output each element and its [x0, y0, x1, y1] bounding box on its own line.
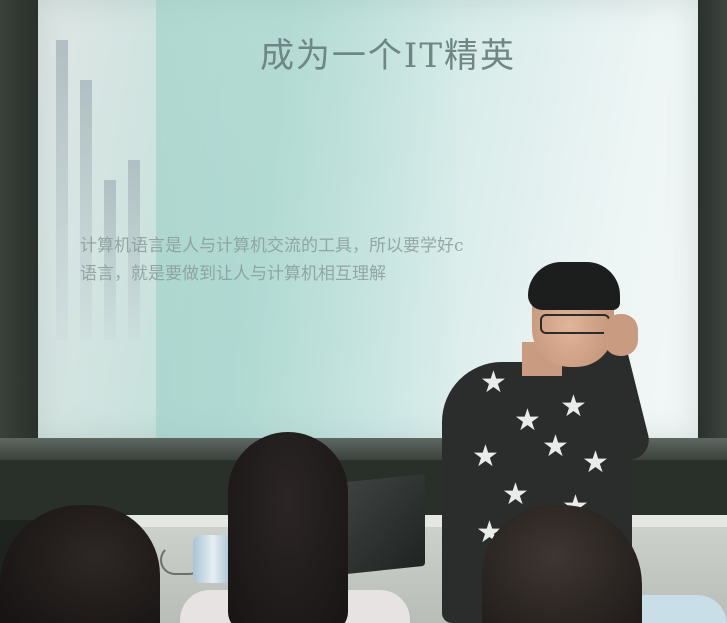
slide-bar [80, 80, 92, 340]
star-icon: ★ [480, 365, 507, 400]
slide-accent-band [156, 0, 456, 438]
slide-body-line: 计算机语言是人与计算机交流的工具，所以要学好c [80, 236, 464, 256]
presenter-hair [528, 262, 620, 310]
star-icon: ★ [542, 429, 569, 464]
star-icon: ★ [560, 389, 587, 424]
slide-decorative-bars [52, 40, 172, 340]
star-icon: ★ [472, 439, 499, 474]
star-icon: ★ [502, 477, 529, 512]
presenter-glasses [540, 314, 610, 334]
slide-title: 成为一个IT精英 [259, 36, 517, 76]
water-bottle [193, 535, 233, 583]
slide-body: 计算机语言是人与计算机交流的工具，所以要学好c 语言，就是要做到让人与计算机相互… [80, 232, 680, 288]
audience-head-center [228, 432, 348, 623]
right-pillar [697, 0, 727, 520]
slide-body-line: 语言，就是要做到让人与计算机相互理解 [80, 264, 386, 284]
star-icon: ★ [582, 445, 609, 480]
audience-head-right [482, 505, 642, 623]
laptop [345, 473, 425, 575]
slide-bar [128, 160, 140, 340]
left-pillar [0, 0, 38, 520]
slide-bar [104, 180, 116, 340]
audience-head-left [0, 505, 160, 623]
slide-bar [56, 40, 68, 340]
presenter-hand [604, 314, 638, 356]
star-icon: ★ [514, 403, 541, 438]
